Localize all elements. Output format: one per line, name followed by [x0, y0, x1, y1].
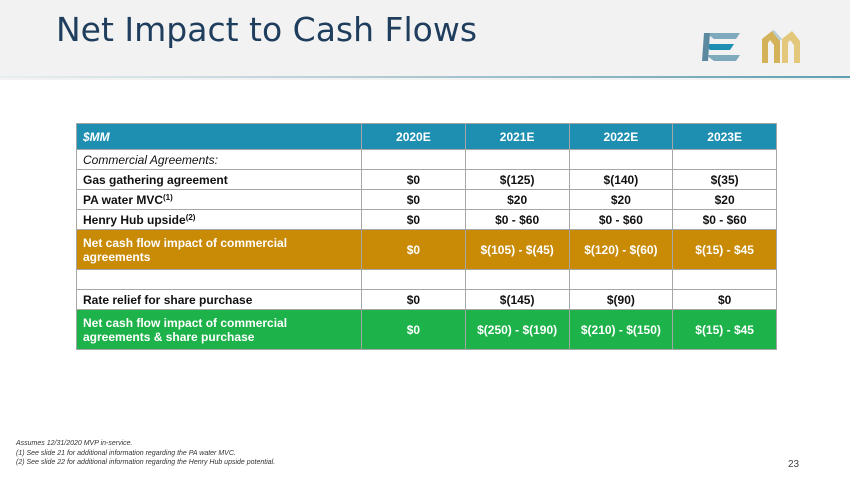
cell-value: $0	[361, 169, 466, 190]
row-label: Rate relief for share purchase	[76, 289, 362, 310]
row-label: Net cash flow impact of commercial agree…	[76, 309, 362, 350]
table-row: Henry Hub upside(2) $0 $0 - $60 $0 - $60…	[76, 209, 777, 230]
cell-value: $0	[361, 209, 466, 230]
header-divider	[0, 76, 850, 78]
total-row: Net cash flow impact of commercial agree…	[76, 309, 777, 350]
cell-value: $(250) - $(190)	[464, 309, 570, 350]
footnotes: Assumes 12/31/2020 MVP in-service. (1) S…	[16, 439, 275, 468]
cell-value: $(15) - $45	[672, 309, 777, 350]
cell-value: $(210) - $(150)	[568, 309, 674, 350]
cell-value: $0	[672, 289, 777, 310]
cell-value: $20	[672, 189, 777, 210]
slide-header: Net Impact to Cash Flows	[0, 0, 850, 80]
cash-flow-table: $MM 2020E 2021E 2022E 2023E Commercial A…	[76, 123, 777, 350]
footnote-line: (1) See slide 21 for additional informat…	[16, 449, 236, 457]
cell-value: $0	[361, 229, 466, 270]
spacer-row	[76, 269, 777, 290]
footnote-marker: (1)	[163, 192, 173, 202]
footnote-line: Assumes 12/31/2020 MVP in-service.	[16, 440, 133, 447]
row-label: Gas gathering agreement	[76, 169, 362, 190]
cell-value: $(15) - $45	[672, 229, 777, 270]
cell-value	[568, 149, 674, 170]
cell-value: $(120) - $(60)	[568, 229, 674, 270]
cell-value: $(90)	[568, 289, 674, 310]
cell-value: $(125)	[464, 169, 570, 190]
column-header: $MM	[76, 123, 362, 150]
cell-value: $0	[361, 289, 466, 310]
empty-cell	[464, 269, 570, 290]
cell-value: $0	[361, 309, 466, 350]
cell-value: $20	[464, 189, 570, 210]
column-header: 2021E	[464, 123, 570, 150]
cell-value: $0 - $60	[568, 209, 674, 230]
footnote-line: (2) See slide 22 for additional informat…	[16, 459, 276, 466]
table-header-row: $MM 2020E 2021E 2022E 2023E	[76, 123, 777, 150]
footnote-marker: (2)	[185, 212, 196, 222]
column-header: 2023E	[672, 123, 777, 150]
table-row: Gas gathering agreement $0 $(125) $(140)…	[76, 169, 777, 190]
empty-cell	[76, 269, 362, 290]
equitrans-logo-icon	[702, 33, 740, 61]
cell-value: $(105) - $(45)	[464, 229, 570, 270]
cell-value: $(35)	[672, 169, 777, 190]
subtotal-row: Net cash flow impact of commercial agree…	[76, 229, 777, 270]
column-header: 2020E	[361, 123, 466, 150]
empty-cell	[672, 269, 777, 290]
row-label: Net cash flow impact of commercial agree…	[76, 229, 362, 270]
table-row: Commercial Agreements:	[76, 149, 777, 170]
table-row: PA water MVC(1) $0 $20 $20 $20	[76, 189, 777, 210]
cell-value: $20	[568, 189, 674, 210]
page-title: Net Impact to Cash Flows	[56, 10, 478, 49]
cell-value	[361, 149, 466, 170]
cell-value: $(145)	[464, 289, 570, 310]
cell-value: $0	[361, 189, 466, 210]
column-header: 2022E	[568, 123, 674, 150]
row-label-text: Henry Hub upside	[83, 212, 186, 227]
row-label-text: PA water MVC	[83, 192, 164, 207]
row-label: PA water MVC(1)	[76, 189, 362, 210]
mountain-valley-logo-icon	[762, 30, 800, 63]
empty-cell	[568, 269, 674, 290]
cell-value: $0 - $60	[672, 209, 777, 230]
cell-value	[672, 149, 777, 170]
cell-value: $0 - $60	[464, 209, 570, 230]
page-number: 23	[788, 459, 800, 470]
cell-value	[464, 149, 570, 170]
empty-cell	[361, 269, 466, 290]
row-label: Henry Hub upside(2)	[76, 209, 362, 230]
cell-value: $(140)	[568, 169, 674, 190]
row-label: Commercial Agreements:	[76, 149, 362, 170]
table-row: Rate relief for share purchase $0 $(145)…	[76, 289, 777, 310]
